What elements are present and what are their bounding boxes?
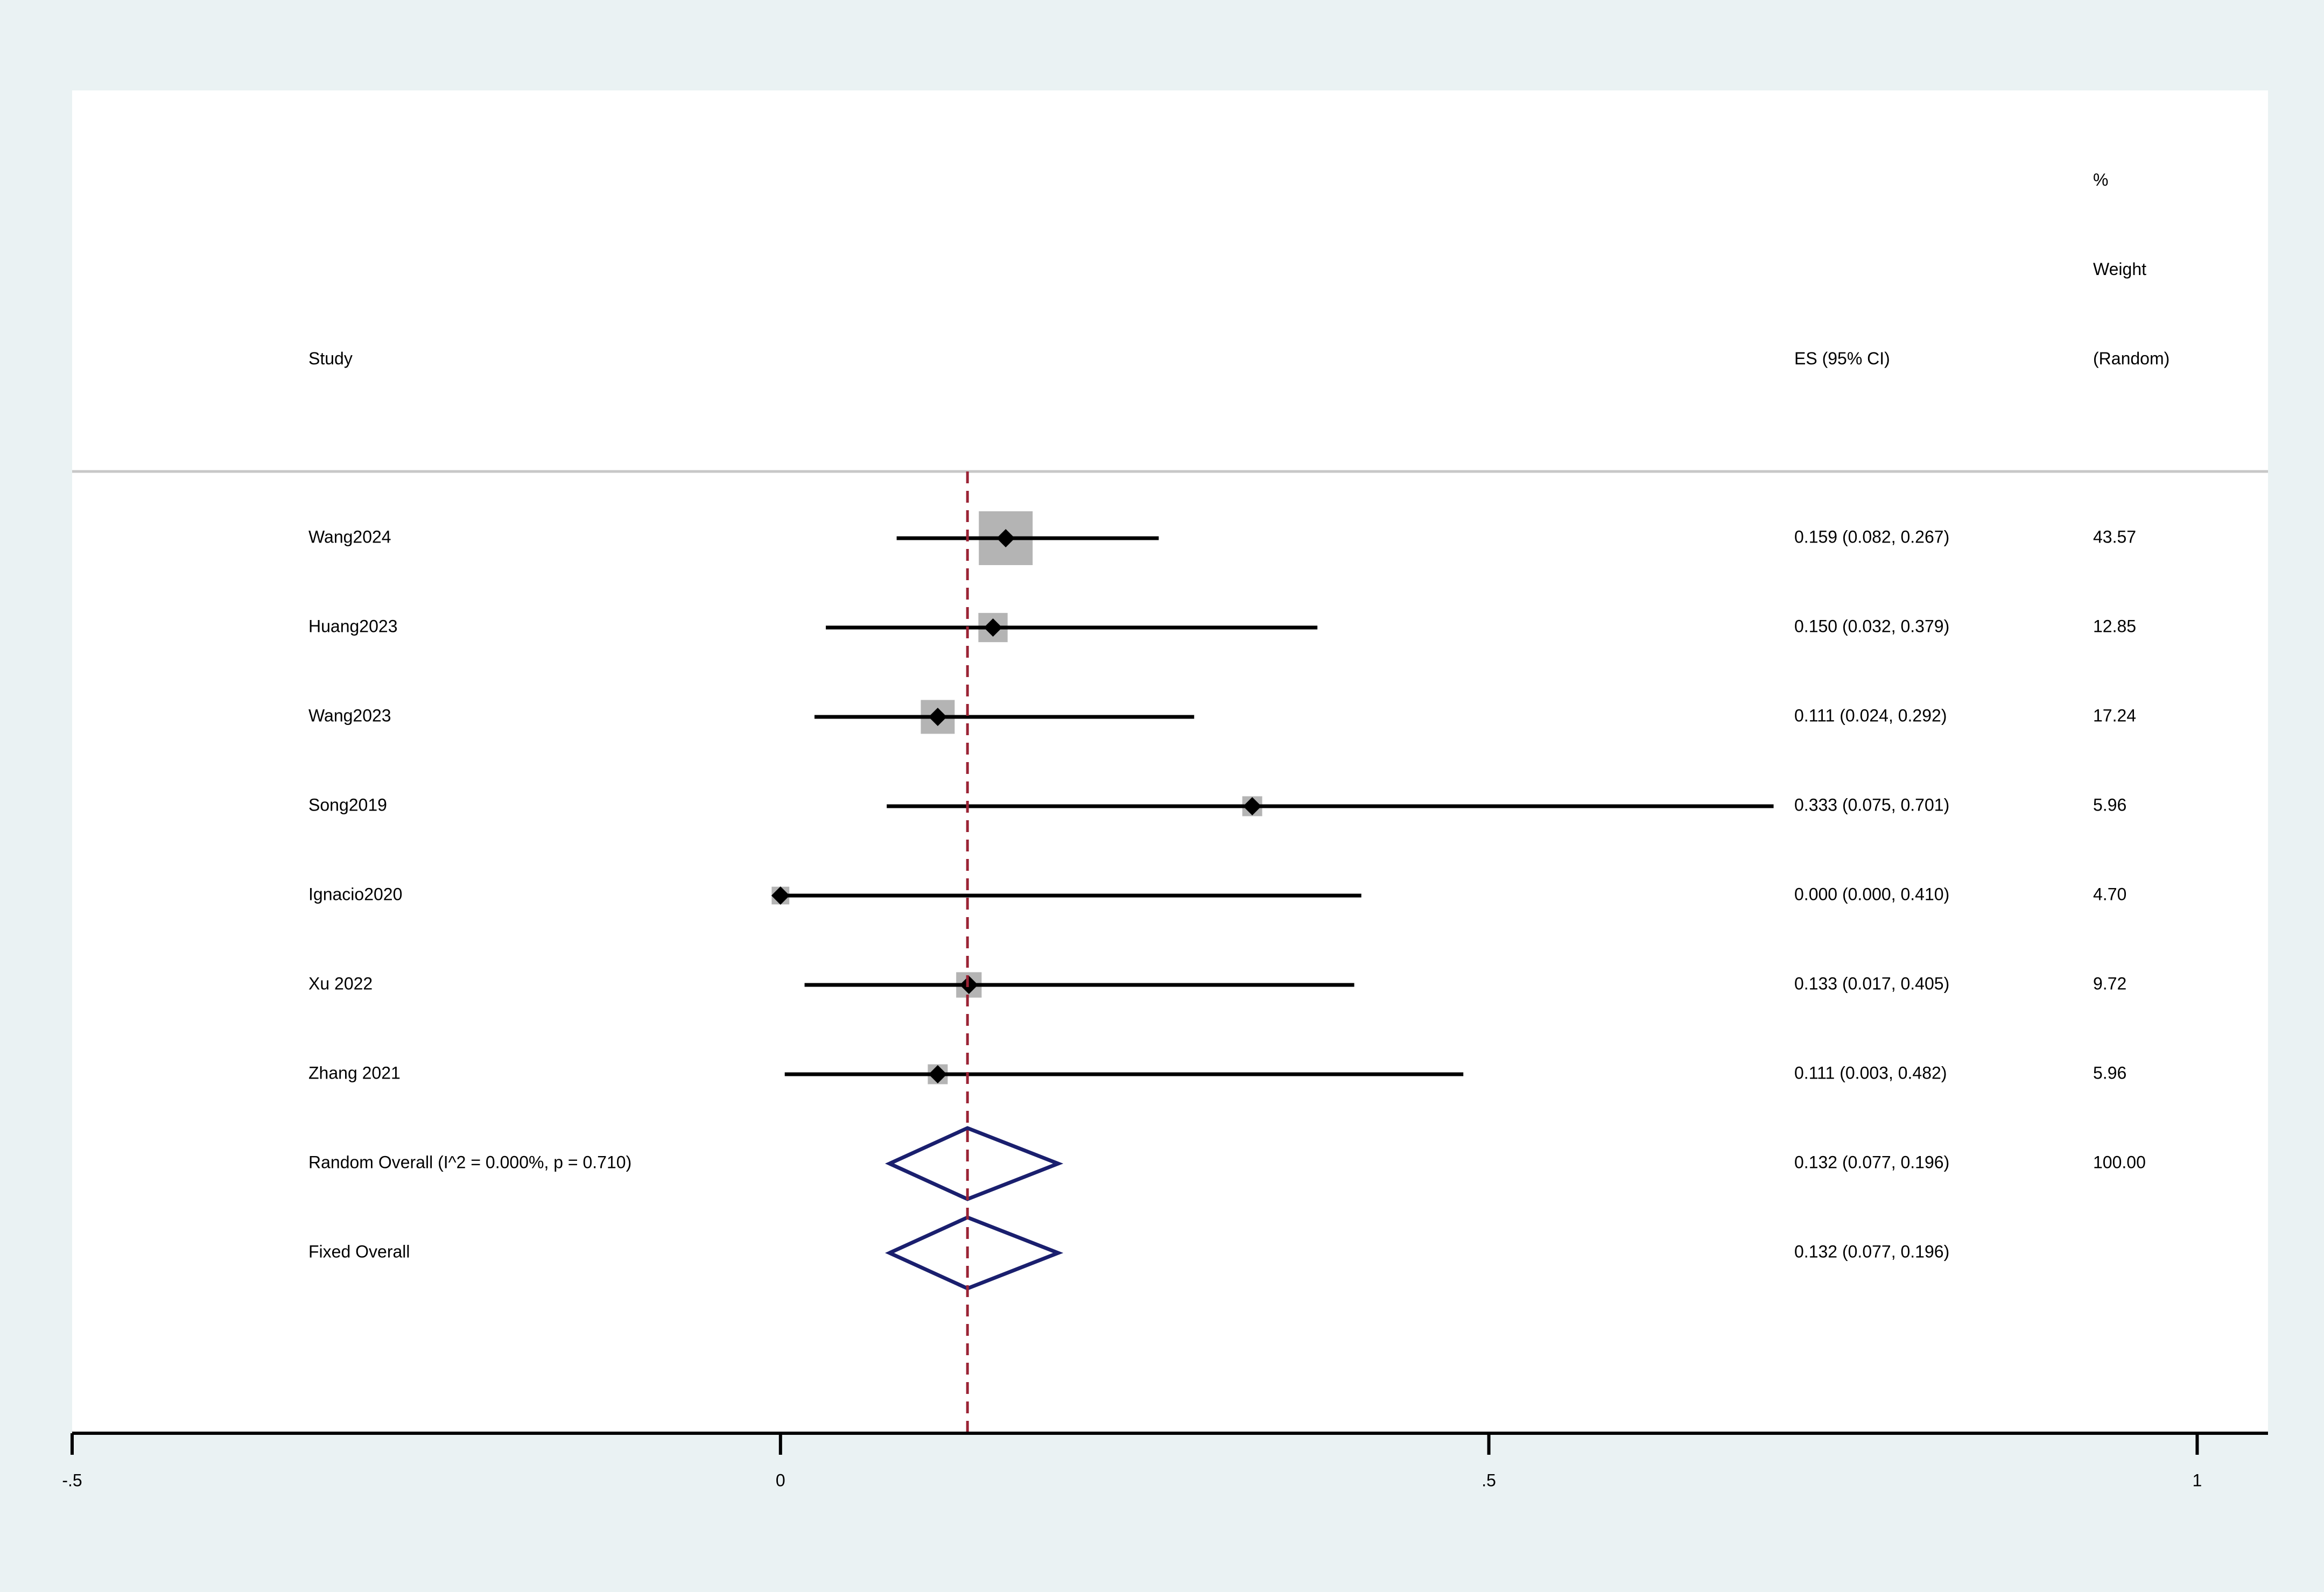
weight-header-line3: (Random) <box>2093 349 2169 368</box>
point-estimate-marker <box>996 529 1015 547</box>
study-ci-label: 0.333 (0.075, 0.701) <box>1794 795 1949 814</box>
weight-header-line2: Weight <box>2093 259 2146 279</box>
study-name: Wang2024 <box>308 527 391 546</box>
study-ci-label: 0.159 (0.082, 0.267) <box>1794 527 1949 546</box>
study-weight-label: 4.70 <box>2093 884 2126 904</box>
point-estimate-marker <box>959 976 978 994</box>
study-weight-label: 43.57 <box>2093 527 2136 546</box>
overall-diamond <box>885 1126 1064 1201</box>
study-name: Zhang 2021 <box>308 1063 401 1082</box>
es-column-header: ES (95% CI) <box>1794 349 1890 368</box>
study-ci-label: 0.150 (0.032, 0.379) <box>1794 616 1949 636</box>
overall-weight-label: 100.00 <box>2093 1152 2146 1172</box>
point-estimate-marker <box>1243 797 1262 815</box>
study-column-header: Study <box>308 349 353 368</box>
study-weight-label: 5.96 <box>2093 795 2126 814</box>
study-weight-label: 5.96 <box>2093 1063 2126 1082</box>
point-estimate-marker <box>984 618 1002 637</box>
point-estimate-marker <box>928 1065 947 1083</box>
overall-name: Random Overall (I^2 = 0.000%, p = 0.710) <box>308 1152 631 1172</box>
x-tick-label: .5 <box>1482 1470 1496 1490</box>
overall-ci-label: 0.132 (0.077, 0.196) <box>1794 1152 1949 1172</box>
point-estimate-marker <box>771 886 790 905</box>
study-ci-label: 0.000 (0.000, 0.410) <box>1794 884 1949 904</box>
plot-area <box>72 90 2268 1433</box>
x-tick-label: 1 <box>2193 1470 2202 1490</box>
study-name: Xu 2022 <box>308 974 373 993</box>
overall-ci-label: 0.132 (0.077, 0.196) <box>1794 1242 1949 1261</box>
x-tick-label: -.5 <box>62 1470 82 1490</box>
point-estimate-marker <box>928 708 947 726</box>
x-tick-label: 0 <box>776 1470 785 1490</box>
weight-header-line1: % <box>2093 170 2108 189</box>
study-weight-label: 17.24 <box>2093 706 2136 725</box>
study-ci-label: 0.133 (0.017, 0.405) <box>1794 974 1949 993</box>
study-name: Huang2023 <box>308 616 397 636</box>
study-weight-label: 9.72 <box>2093 974 2126 993</box>
study-weight-label: 12.85 <box>2093 616 2136 636</box>
overall-diamond <box>885 1215 1064 1291</box>
overall-name: Fixed Overall <box>308 1242 410 1261</box>
study-ci-label: 0.111 (0.003, 0.482) <box>1794 1063 1947 1082</box>
study-name: Ignacio2020 <box>308 884 402 904</box>
study-ci-label: 0.111 (0.024, 0.292) <box>1794 706 1947 725</box>
study-name: Wang2023 <box>308 706 391 725</box>
study-name: Song2019 <box>308 795 387 814</box>
